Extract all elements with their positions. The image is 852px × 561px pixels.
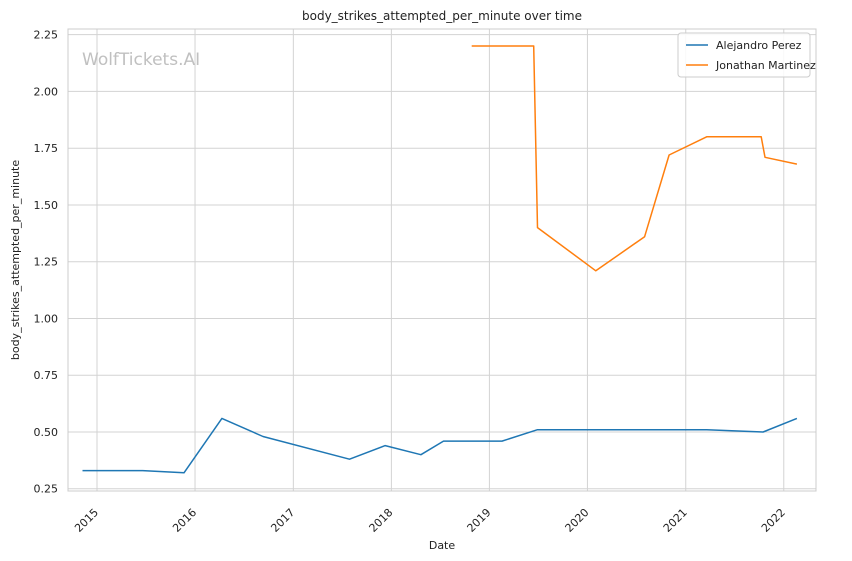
y-axis-label: body_strikes_attempted_per_minute (9, 160, 22, 360)
series-line-1 (471, 45, 798, 272)
y-tick-label: 0.25 (34, 483, 59, 496)
x-tick-label: 2022 (759, 506, 788, 535)
x-tick-label: 2016 (170, 506, 199, 535)
x-tick-label: 2017 (268, 506, 297, 535)
plot-frame (67, 28, 817, 492)
y-tick-label: 2.25 (34, 29, 59, 42)
legend-label-1: Jonathan Martinez (715, 59, 816, 72)
watermark: WolfTickets.AI (82, 50, 200, 70)
grid-layer (68, 29, 816, 491)
y-tick-label: 1.50 (34, 199, 59, 212)
x-tick-label: 2019 (465, 506, 494, 535)
series-line-0 (82, 417, 798, 474)
x-tick-label: 2015 (72, 506, 101, 535)
y-tick-label: 2.00 (34, 85, 59, 98)
legend-label-0: Alejandro Perez (716, 39, 802, 52)
tick-layer: 0.25 0.50 0.75 1.00 1.25 1.50 1.75 2.00 2.25 2015… (34, 29, 788, 535)
x-tick-label: 2018 (367, 506, 396, 535)
y-tick-label: 1.75 (34, 142, 59, 155)
chart-title: body_strikes_attempted_per_minute over t… (302, 9, 582, 23)
y-tick-label: 1.25 (34, 256, 59, 269)
y-tick-label: 1.00 (34, 312, 59, 325)
y-tick-label: 0.50 (34, 426, 59, 439)
legend-box (677, 32, 811, 78)
x-tick-label: 2020 (563, 506, 592, 535)
legend: Alejandro Perez Jonathan Martinez (677, 32, 816, 78)
y-tick-label: 0.75 (34, 369, 59, 382)
x-tick-label: 2021 (661, 506, 690, 535)
x-axis-label: Date (429, 539, 456, 552)
series-layer (82, 45, 798, 474)
